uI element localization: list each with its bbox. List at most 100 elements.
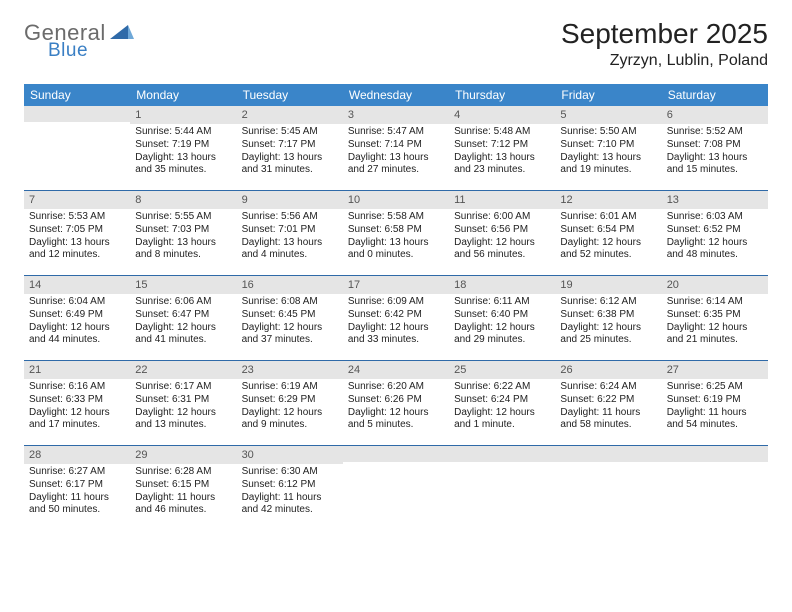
daylight-text: Daylight: 12 hours and 44 minutes. xyxy=(29,322,125,348)
daylight-text: Daylight: 12 hours and 13 minutes. xyxy=(135,407,231,433)
day-number: 7 xyxy=(24,191,130,209)
day-number: 17 xyxy=(343,276,449,294)
daylight-text: Daylight: 12 hours and 5 minutes. xyxy=(348,407,444,433)
week-row: 7Sunrise: 5:53 AMSunset: 7:05 PMDaylight… xyxy=(24,191,768,276)
sunrise-text: Sunrise: 5:56 AM xyxy=(242,211,338,224)
location-text: Zyrzyn, Lublin, Poland xyxy=(561,52,768,70)
day-number: 13 xyxy=(662,191,768,209)
day-number: 20 xyxy=(662,276,768,294)
sunrise-text: Sunrise: 6:08 AM xyxy=(242,296,338,309)
sunset-text: Sunset: 6:35 PM xyxy=(667,309,763,322)
day-number: 21 xyxy=(24,361,130,379)
daylight-text: Daylight: 11 hours and 54 minutes. xyxy=(667,407,763,433)
calendar-page: General Blue September 2025 Zyrzyn, Lubl… xyxy=(0,0,792,530)
day-cell xyxy=(555,446,661,530)
sunrise-text: Sunrise: 6:09 AM xyxy=(348,296,444,309)
day-cell: 21Sunrise: 6:16 AMSunset: 6:33 PMDayligh… xyxy=(24,361,130,445)
day-cell: 23Sunrise: 6:19 AMSunset: 6:29 PMDayligh… xyxy=(237,361,343,445)
brand-logo: General Blue xyxy=(24,18,134,60)
day-cell: 13Sunrise: 6:03 AMSunset: 6:52 PMDayligh… xyxy=(662,191,768,275)
day-number xyxy=(555,446,661,462)
dow-tuesday: Tuesday xyxy=(237,84,343,106)
sunset-text: Sunset: 7:14 PM xyxy=(348,139,444,152)
week-row: 21Sunrise: 6:16 AMSunset: 6:33 PMDayligh… xyxy=(24,361,768,446)
day-number: 9 xyxy=(237,191,343,209)
day-number: 3 xyxy=(343,106,449,124)
brand-text: General Blue xyxy=(24,22,106,60)
sunrise-text: Sunrise: 6:00 AM xyxy=(454,211,550,224)
day-cell: 18Sunrise: 6:11 AMSunset: 6:40 PMDayligh… xyxy=(449,276,555,360)
day-number xyxy=(24,106,130,122)
sunrise-text: Sunrise: 6:19 AM xyxy=(242,381,338,394)
day-cell xyxy=(662,446,768,530)
sunset-text: Sunset: 6:24 PM xyxy=(454,394,550,407)
day-cell: 11Sunrise: 6:00 AMSunset: 6:56 PMDayligh… xyxy=(449,191,555,275)
daylight-text: Daylight: 13 hours and 27 minutes. xyxy=(348,152,444,178)
day-cell: 14Sunrise: 6:04 AMSunset: 6:49 PMDayligh… xyxy=(24,276,130,360)
sunrise-text: Sunrise: 6:12 AM xyxy=(560,296,656,309)
weeks-container: 1Sunrise: 5:44 AMSunset: 7:19 PMDaylight… xyxy=(24,106,768,530)
day-cell: 27Sunrise: 6:25 AMSunset: 6:19 PMDayligh… xyxy=(662,361,768,445)
day-cell: 15Sunrise: 6:06 AMSunset: 6:47 PMDayligh… xyxy=(130,276,236,360)
day-number: 27 xyxy=(662,361,768,379)
sunset-text: Sunset: 7:01 PM xyxy=(242,224,338,237)
month-title: September 2025 xyxy=(561,18,768,50)
daylight-text: Daylight: 12 hours and 41 minutes. xyxy=(135,322,231,348)
daylight-text: Daylight: 11 hours and 42 minutes. xyxy=(242,492,338,518)
sunrise-text: Sunrise: 5:58 AM xyxy=(348,211,444,224)
sunset-text: Sunset: 6:31 PM xyxy=(135,394,231,407)
sunset-text: Sunset: 7:19 PM xyxy=(135,139,231,152)
day-number: 24 xyxy=(343,361,449,379)
page-header: General Blue September 2025 Zyrzyn, Lubl… xyxy=(24,18,768,70)
day-number xyxy=(343,446,449,462)
day-cell: 5Sunrise: 5:50 AMSunset: 7:10 PMDaylight… xyxy=(555,106,661,190)
daylight-text: Daylight: 12 hours and 56 minutes. xyxy=(454,237,550,263)
sunset-text: Sunset: 7:08 PM xyxy=(667,139,763,152)
sunrise-text: Sunrise: 6:17 AM xyxy=(135,381,231,394)
day-cell xyxy=(343,446,449,530)
sunrise-text: Sunrise: 6:16 AM xyxy=(29,381,125,394)
dow-saturday: Saturday xyxy=(662,84,768,106)
day-number xyxy=(449,446,555,462)
sunset-text: Sunset: 7:12 PM xyxy=(454,139,550,152)
sunset-text: Sunset: 6:40 PM xyxy=(454,309,550,322)
dow-friday: Friday xyxy=(555,84,661,106)
day-cell: 9Sunrise: 5:56 AMSunset: 7:01 PMDaylight… xyxy=(237,191,343,275)
sunrise-text: Sunrise: 6:14 AM xyxy=(667,296,763,309)
sunset-text: Sunset: 6:54 PM xyxy=(560,224,656,237)
day-number: 6 xyxy=(662,106,768,124)
day-number: 11 xyxy=(449,191,555,209)
day-number: 15 xyxy=(130,276,236,294)
sunset-text: Sunset: 6:12 PM xyxy=(242,479,338,492)
sunset-text: Sunset: 6:47 PM xyxy=(135,309,231,322)
sunset-text: Sunset: 6:38 PM xyxy=(560,309,656,322)
day-cell: 16Sunrise: 6:08 AMSunset: 6:45 PMDayligh… xyxy=(237,276,343,360)
day-number: 19 xyxy=(555,276,661,294)
week-row: 28Sunrise: 6:27 AMSunset: 6:17 PMDayligh… xyxy=(24,446,768,530)
day-cell: 24Sunrise: 6:20 AMSunset: 6:26 PMDayligh… xyxy=(343,361,449,445)
daylight-text: Daylight: 12 hours and 33 minutes. xyxy=(348,322,444,348)
daylight-text: Daylight: 12 hours and 29 minutes. xyxy=(454,322,550,348)
sunset-text: Sunset: 6:45 PM xyxy=(242,309,338,322)
day-number: 14 xyxy=(24,276,130,294)
day-number: 28 xyxy=(24,446,130,464)
sunset-text: Sunset: 6:17 PM xyxy=(29,479,125,492)
sunset-text: Sunset: 6:15 PM xyxy=(135,479,231,492)
day-cell: 30Sunrise: 6:30 AMSunset: 6:12 PMDayligh… xyxy=(237,446,343,530)
sunset-text: Sunset: 6:42 PM xyxy=(348,309,444,322)
calendar-grid: Sunday Monday Tuesday Wednesday Thursday… xyxy=(24,84,768,530)
day-cell: 12Sunrise: 6:01 AMSunset: 6:54 PMDayligh… xyxy=(555,191,661,275)
daylight-text: Daylight: 13 hours and 35 minutes. xyxy=(135,152,231,178)
sunset-text: Sunset: 6:26 PM xyxy=(348,394,444,407)
week-row: 14Sunrise: 6:04 AMSunset: 6:49 PMDayligh… xyxy=(24,276,768,361)
sunrise-text: Sunrise: 5:45 AM xyxy=(242,126,338,139)
day-cell: 19 Sunrise: 6:12 AMSunset: 6:38 PMDayligh… xyxy=(555,276,661,360)
sunrise-text: Sunrise: 5:44 AM xyxy=(135,126,231,139)
sunset-text: Sunset: 6:49 PM xyxy=(29,309,125,322)
day-number: 25 xyxy=(449,361,555,379)
day-cell: 4Sunrise: 5:48 AMSunset: 7:12 PMDaylight… xyxy=(449,106,555,190)
daylight-text: Daylight: 12 hours and 25 minutes. xyxy=(560,322,656,348)
day-number: 2 xyxy=(237,106,343,124)
day-cell: 25Sunrise: 6:22 AMSunset: 6:24 PMDayligh… xyxy=(449,361,555,445)
daylight-text: Daylight: 12 hours and 52 minutes. xyxy=(560,237,656,263)
